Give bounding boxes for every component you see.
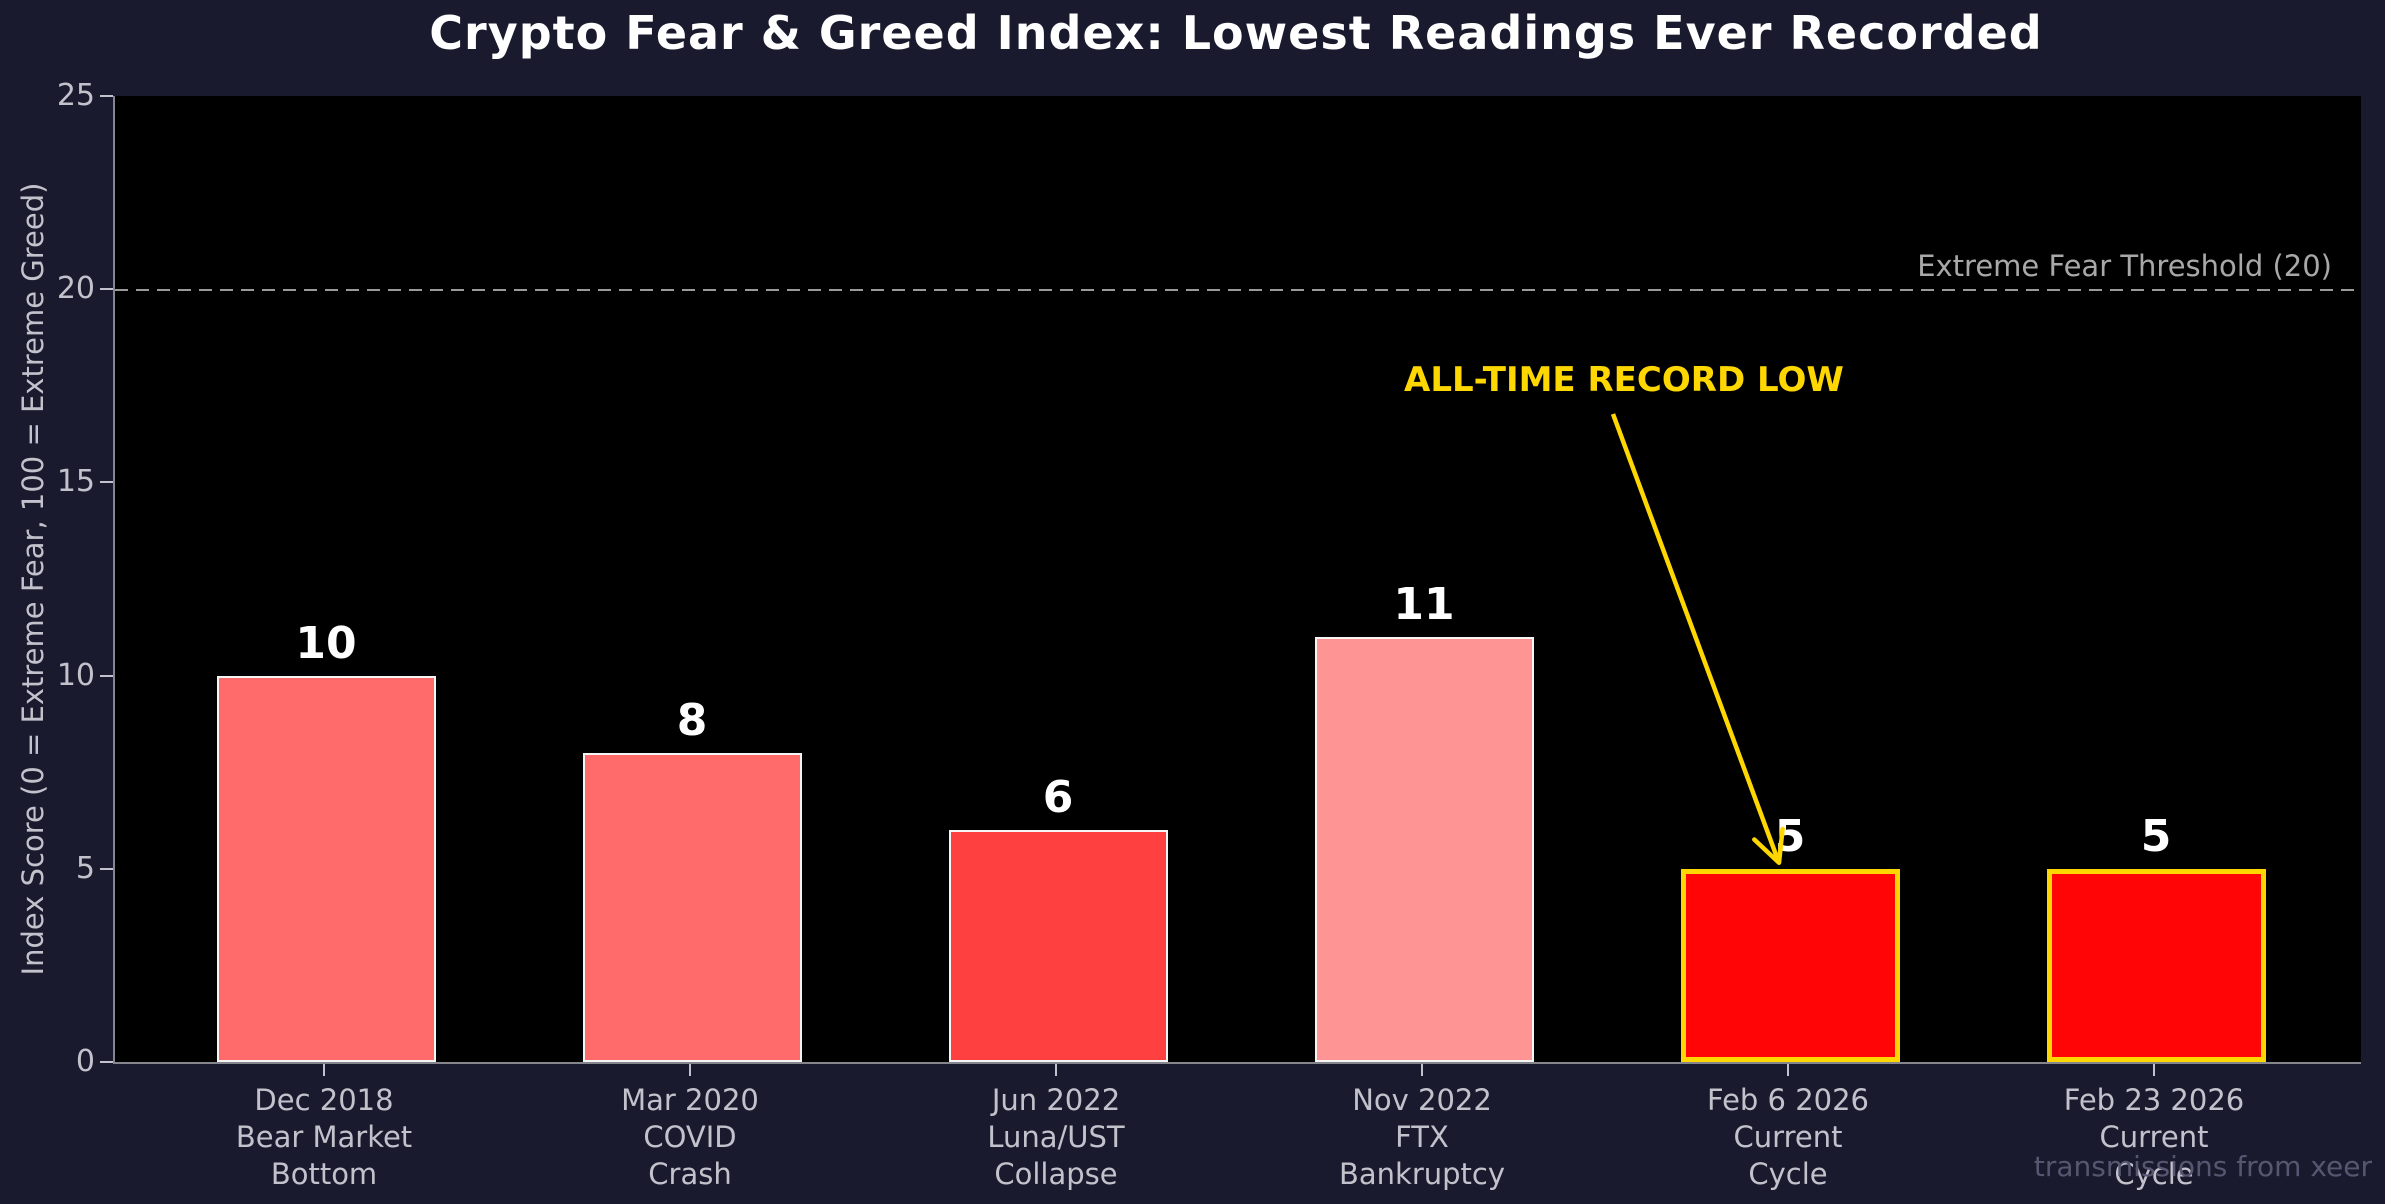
x-tick-label: Feb 6 2026 Current Cycle xyxy=(1706,1083,1870,1191)
bar-value-label: 5 xyxy=(2140,811,2172,862)
watermark: transmissions from xeer xyxy=(2033,1150,2372,1183)
bar-value-label: 8 xyxy=(676,695,708,746)
x-tick-mark xyxy=(1055,1064,1057,1076)
x-tick-mark xyxy=(2153,1064,2155,1076)
threshold-line xyxy=(115,289,2361,291)
y-tick-mark xyxy=(100,1061,113,1063)
bar xyxy=(948,830,1168,1062)
x-tick-mark xyxy=(1421,1064,1423,1076)
x-tick-label: Nov 2022 FTX Bankruptcy xyxy=(1338,1083,1506,1191)
bar-value-label: 10 xyxy=(295,618,357,669)
x-tick-mark xyxy=(689,1064,691,1076)
threshold-label: Extreme Fear Threshold (20) xyxy=(1917,249,2332,283)
bar-value-label: 6 xyxy=(1042,772,1074,823)
plot-area: Extreme Fear Threshold (20) 10 8 6 11 5 5 ALL… xyxy=(113,96,2361,1064)
bar xyxy=(1314,637,1534,1062)
y-tick-label: 10 xyxy=(56,657,95,693)
y-tick-label: 0 xyxy=(75,1044,95,1079)
y-tick-mark xyxy=(100,674,113,677)
y-tick-mark xyxy=(100,481,113,484)
bar-value-label: 11 xyxy=(1393,579,1455,630)
bar xyxy=(582,753,802,1062)
x-tick-mark xyxy=(323,1064,325,1076)
x-tick-label: Mar 2020 COVID Crash xyxy=(621,1083,759,1191)
y-tick-label: 5 xyxy=(75,850,95,886)
x-tick-label: Feb 23 2026 Current Cycle xyxy=(2063,1083,2245,1191)
bar xyxy=(216,676,436,1062)
bar xyxy=(2046,869,2266,1062)
y-tick-mark xyxy=(100,95,113,97)
y-tick-mark xyxy=(100,867,113,870)
chart-title: Crypto Fear & Greed Index: Lowest Readin… xyxy=(429,6,2043,60)
x-tick-mark xyxy=(1787,1064,1789,1076)
y-tick-mark xyxy=(100,288,113,291)
x-tick-label: Jun 2022 Luna/UST Collapse xyxy=(987,1083,1125,1191)
y-tick-label: 20 xyxy=(56,271,95,307)
bar-value-label: 5 xyxy=(1774,811,1806,862)
y-tick-label: 15 xyxy=(56,464,95,500)
x-tick-label: Dec 2018 Bear Market Bottom xyxy=(235,1083,413,1191)
annotation-arrow-icon xyxy=(1610,413,1785,866)
y-tick-label: 25 xyxy=(56,78,95,113)
bar xyxy=(1680,869,1900,1062)
annotation-text: ALL-TIME RECORD LOW xyxy=(1404,360,1844,400)
